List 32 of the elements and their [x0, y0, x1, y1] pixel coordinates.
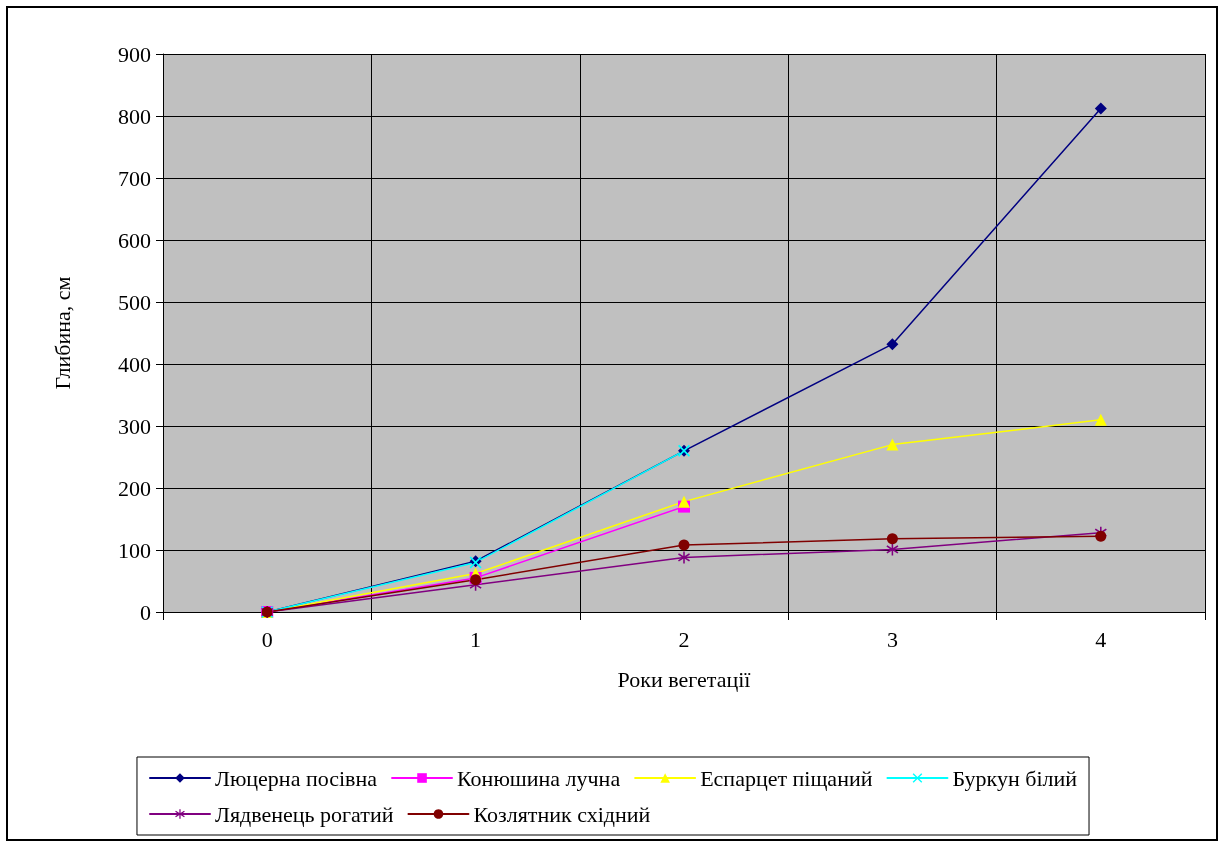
x-tick-label: 1 — [470, 626, 482, 652]
y-tick-label: 500 — [118, 289, 151, 315]
y-tick-label: 800 — [118, 103, 151, 129]
legend-label: Конюшина лучна — [457, 765, 621, 791]
legend-label: Еспарцет піщаний — [700, 765, 873, 791]
y-tick-label: 900 — [118, 41, 151, 67]
point — [886, 338, 899, 351]
y-tick-label: 600 — [118, 227, 151, 253]
x-tick-label: 2 — [678, 626, 690, 652]
x-axis-title: Роки вегетації — [617, 666, 752, 692]
legend-label: Люцерна посівна — [214, 765, 378, 791]
x-tick-label: 0 — [261, 626, 273, 652]
point — [1094, 413, 1107, 426]
x-tick-label: 4 — [1095, 626, 1107, 652]
legend-label: Буркун білий — [952, 765, 1078, 791]
point — [1094, 102, 1107, 115]
y-axis-title: Глибина, см — [49, 276, 75, 390]
legend-label: Козлятник східний — [473, 801, 651, 827]
y-tick-label: 400 — [118, 351, 151, 377]
point — [886, 438, 899, 451]
y-tick-label: 300 — [118, 413, 151, 439]
x-tick-label: 3 — [886, 626, 898, 652]
point — [678, 539, 690, 551]
point — [886, 533, 898, 545]
y-tick-label: 100 — [118, 537, 151, 563]
y-tick-label: 700 — [118, 165, 151, 191]
point — [678, 495, 690, 508]
legend-label: Лядвенець рогатий — [214, 801, 394, 827]
y-tick-label: 0 — [140, 599, 151, 625]
point — [678, 551, 690, 564]
point — [1095, 530, 1107, 542]
y-tick-label: 200 — [118, 475, 151, 501]
